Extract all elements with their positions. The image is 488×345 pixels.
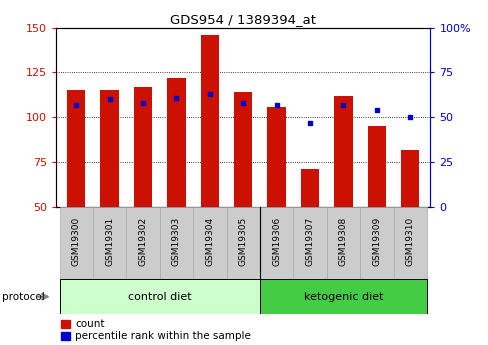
Bar — [134, 87, 152, 207]
Bar — [60, 207, 93, 279]
Bar — [234, 92, 252, 207]
Text: GSM19300: GSM19300 — [72, 217, 81, 266]
Bar — [367, 126, 385, 207]
Text: GSM19307: GSM19307 — [305, 217, 314, 266]
Text: GSM19308: GSM19308 — [338, 217, 347, 266]
Title: GDS954 / 1389394_at: GDS954 / 1389394_at — [170, 13, 316, 27]
Text: GSM19304: GSM19304 — [205, 217, 214, 266]
Text: GSM19302: GSM19302 — [138, 217, 147, 266]
Text: protocol: protocol — [2, 292, 45, 302]
Bar — [400, 150, 419, 207]
Bar — [67, 90, 85, 207]
Bar — [293, 207, 326, 279]
Bar — [393, 207, 426, 279]
Text: GSM19303: GSM19303 — [172, 217, 181, 266]
Legend: count, percentile rank within the sample: count, percentile rank within the sample — [61, 319, 250, 341]
Bar — [126, 207, 160, 279]
Text: GSM19301: GSM19301 — [105, 217, 114, 266]
Bar — [300, 169, 319, 207]
Bar — [334, 96, 352, 207]
Bar — [200, 35, 219, 207]
Text: GSM19306: GSM19306 — [272, 217, 281, 266]
Bar — [167, 78, 185, 207]
Bar — [60, 279, 260, 314]
Bar — [101, 90, 119, 207]
Bar — [193, 207, 226, 279]
Bar — [93, 207, 126, 279]
Bar — [260, 207, 293, 279]
Text: GSM19309: GSM19309 — [372, 217, 381, 266]
Text: control diet: control diet — [128, 292, 191, 302]
Bar — [260, 279, 426, 314]
Bar — [160, 207, 193, 279]
Bar — [226, 207, 260, 279]
Bar — [326, 207, 360, 279]
Text: GSM19305: GSM19305 — [238, 217, 247, 266]
Text: GSM19310: GSM19310 — [405, 217, 414, 266]
Text: ketogenic diet: ketogenic diet — [303, 292, 383, 302]
Bar — [267, 107, 285, 207]
Bar — [360, 207, 393, 279]
